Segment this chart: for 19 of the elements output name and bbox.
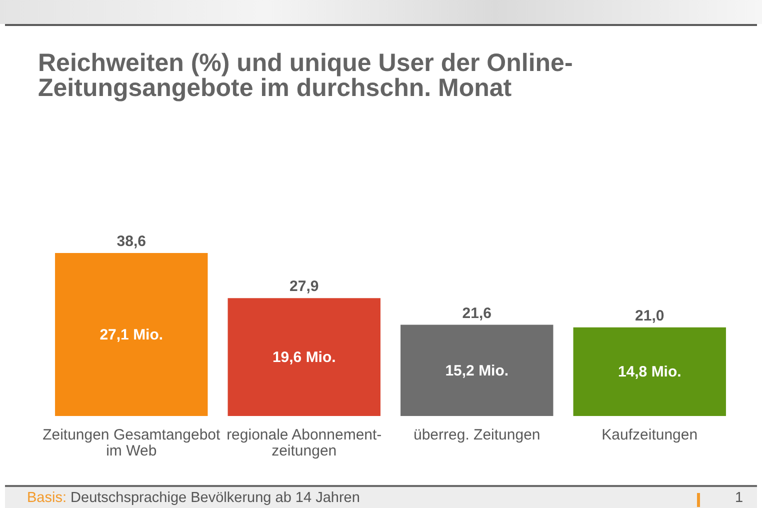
- text: Basis: Deutschsprachige Bevölkerung ab 14 Jahren: [27, 490, 360, 507]
- bar: [55, 253, 208, 416]
- annotation: 15,2 Mio.: [445, 362, 509, 380]
- annotation: 27,1 Mio.: [100, 326, 164, 344]
- bar: [573, 327, 726, 416]
- annotation: 19,6 Mio.: [272, 349, 336, 366]
- data-label: 21,6: [462, 304, 492, 322]
- data-label: 38,6: [116, 233, 146, 250]
- x-tick-label: Kaufzeitungen: [602, 426, 698, 444]
- data-label: 27,9: [290, 278, 319, 296]
- bar: [228, 298, 380, 416]
- data-label: 21,0: [635, 307, 664, 324]
- x-tick-label: überreg. Zeitungen: [413, 426, 540, 444]
- bar: [400, 324, 554, 416]
- annotation: 14,8 Mio.: [618, 364, 682, 381]
- chart-title: Reichweiten (%) und unique User der Online- Zeitungsangebote im durchschn. Monat: [38, 49, 573, 102]
- text: 1: [735, 490, 744, 507]
- x-tick-label: Zeitungen Gesamtangebot im Web: [42, 426, 222, 460]
- x-tick-label: regionale Abonnement- zeitungen: [226, 426, 382, 460]
